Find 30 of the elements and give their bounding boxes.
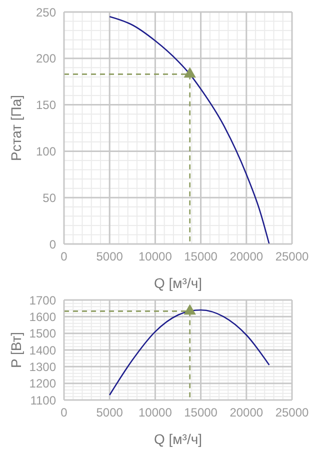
y-tick-label: 50 <box>42 190 56 205</box>
line-series <box>108 16 270 244</box>
y-tick-label: 1100 <box>30 393 56 408</box>
x-tick-label: 20000 <box>230 406 264 420</box>
x-tick-label: 0 <box>60 406 68 420</box>
x-tick-label: 15000 <box>184 406 218 420</box>
y-tick-label: 1500 <box>29 326 56 341</box>
y-tick-label: 1700 <box>29 293 56 308</box>
x-tick-label: 5000 <box>96 406 124 420</box>
y-tick-label: 150 <box>36 98 56 112</box>
y-tick-label: 0 <box>49 237 56 252</box>
x-axis-title: Q [м³/ч] <box>154 431 202 447</box>
y-tick-label: 1300 <box>29 360 56 374</box>
x-tick-label: 25000 <box>275 250 310 264</box>
x-tick-label: 20000 <box>230 250 264 264</box>
x-tick-label: 25000 <box>275 406 310 420</box>
x-tick-label: 15000 <box>184 250 218 264</box>
y-tick-label: 1200 <box>29 376 56 391</box>
x-tick-label: 5000 <box>96 250 124 264</box>
y-tick-label: 100 <box>36 144 56 158</box>
x-tick-label: 10000 <box>138 250 172 264</box>
y-axis-title: P [Вт] <box>8 332 24 368</box>
y-tick-label: 1600 <box>29 310 56 324</box>
x-tick-label: 0 <box>60 250 68 264</box>
y-tick-label: 1400 <box>29 343 56 358</box>
x-tick-label: 10000 <box>138 406 172 420</box>
y-tick-label: 200 <box>36 52 56 66</box>
y-tick-label: 250 <box>36 5 56 20</box>
x-axis-title: Q [м³/ч] <box>154 275 202 291</box>
y-axis-title: Pстат [Па] <box>8 94 24 162</box>
